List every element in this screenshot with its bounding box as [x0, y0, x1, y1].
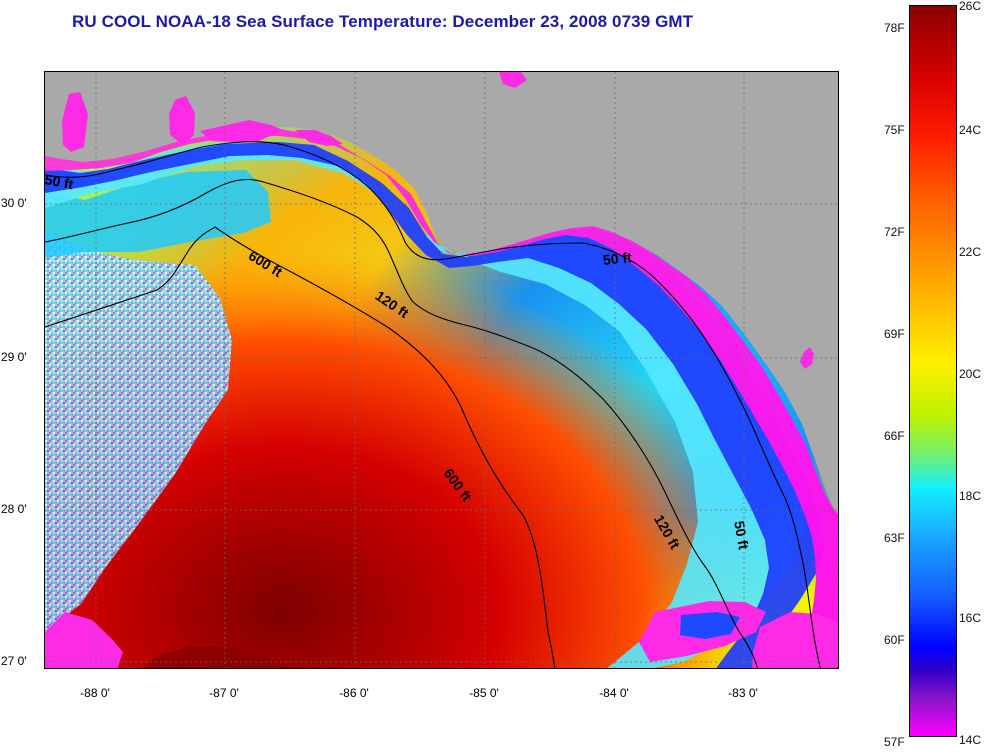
- longitude-label-86: -86 0': [339, 686, 369, 700]
- colorbar-f-label-63: 63F: [884, 531, 905, 545]
- colorbar-c-label-22: 22C: [959, 245, 982, 259]
- colorbar-f-label-60: 60F: [884, 633, 905, 647]
- colorbar-f-label-57: 57F: [884, 735, 905, 749]
- colorbar-f-label-69: 69F: [884, 327, 905, 341]
- longitude-label-83: -83 0': [728, 686, 758, 700]
- latitude-label-30: 30 0': [1, 196, 27, 210]
- colorbar-c-label-24: 24C: [959, 123, 982, 137]
- longitude-label-84: -84 0': [599, 686, 629, 700]
- colorbar-f-label-78: 78F: [884, 21, 905, 35]
- sea-surface-temperature-map: [44, 71, 839, 669]
- longitude-label-88: -88 0': [80, 686, 110, 700]
- colorbar-c-label-14: 14C: [959, 733, 982, 747]
- colorbar-c-label-16: 16C: [959, 611, 982, 625]
- latitude-label-28: 28 0': [1, 502, 27, 516]
- longitude-label-87: -87 0': [209, 686, 239, 700]
- colorbar-c-label-26: 26C: [959, 0, 982, 13]
- isobath-label-50-east: 50 ft: [602, 249, 633, 268]
- colorbar-c-label-20: 20C: [959, 367, 982, 381]
- colorbar-f-label-72: 72F: [884, 225, 905, 239]
- colorbar-f-label-66: 66F: [884, 429, 905, 443]
- temperature-colorbar: [909, 5, 957, 737]
- latitude-label-27: 27 0': [1, 654, 27, 668]
- colorbar-f-label-75: 75F: [884, 123, 905, 137]
- sst-map-svg: [45, 72, 838, 668]
- latitude-label-29: 29 0': [1, 350, 27, 364]
- colorbar-c-label-18: 18C: [959, 489, 982, 503]
- page-title: RU COOL NOAA-18 Sea Surface Temperature:…: [72, 12, 694, 31]
- longitude-label-85: -85 0': [469, 686, 499, 700]
